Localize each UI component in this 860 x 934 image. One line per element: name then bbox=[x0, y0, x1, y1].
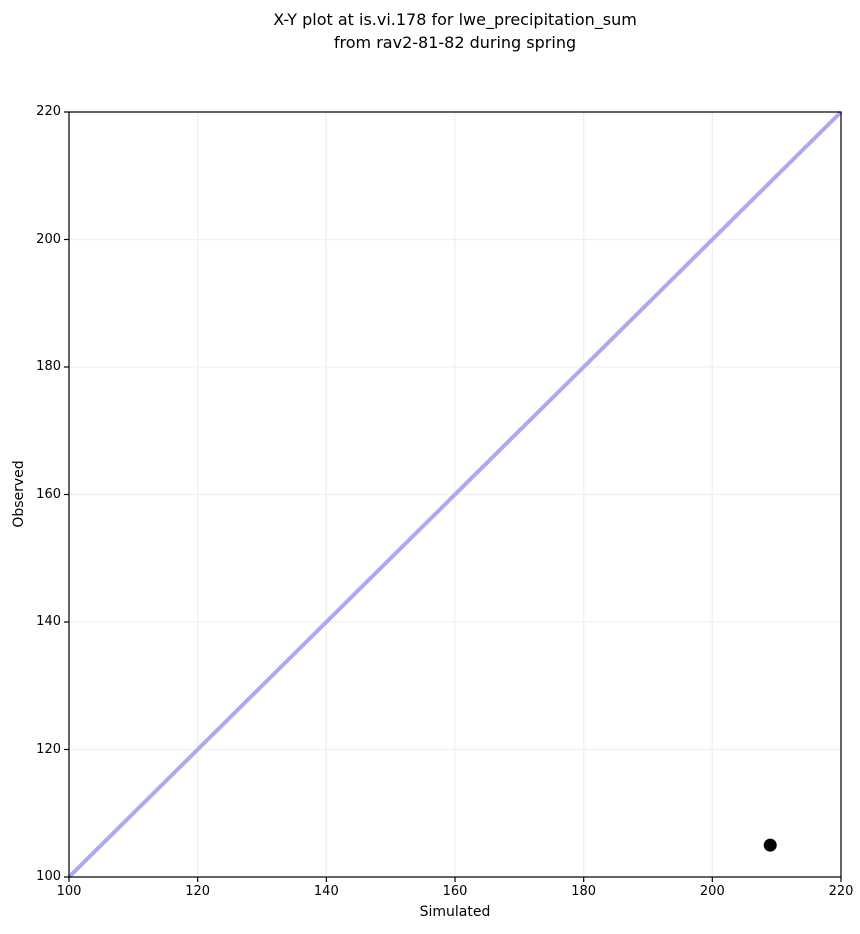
plot-title: X-Y plot at is.vi.178 for lwe_precipitat… bbox=[69, 8, 841, 54]
x-tick-label: 220 bbox=[828, 884, 854, 899]
x-tick-label: 160 bbox=[442, 884, 468, 899]
y-tick-label: 160 bbox=[36, 486, 61, 502]
x-tick-label: 120 bbox=[185, 884, 211, 899]
plot-border bbox=[68, 111, 842, 878]
y-tick-label: 140 bbox=[36, 614, 61, 629]
plot-title-line1: X-Y plot at is.vi.178 for lwe_precipitat… bbox=[273, 10, 637, 29]
y-axis-label: Observed bbox=[11, 460, 27, 528]
y-tick-label: 100 bbox=[36, 869, 61, 884]
x-tick-label: 200 bbox=[699, 884, 725, 899]
x-tick-label: 180 bbox=[571, 884, 597, 899]
y-tick-label: 120 bbox=[36, 741, 61, 757]
y-tick-label: 200 bbox=[36, 231, 61, 247]
y-tick-label: 180 bbox=[36, 359, 61, 374]
x-tick-label: 100 bbox=[56, 884, 82, 899]
y-tick-label: 220 bbox=[36, 104, 61, 119]
x-axis-label: Simulated bbox=[419, 904, 491, 920]
x-tick-label: 140 bbox=[313, 884, 339, 899]
data-point bbox=[763, 838, 777, 852]
identity-line bbox=[67, 110, 843, 879]
plot-title-line2: from rav2-81-82 during spring bbox=[333, 33, 577, 52]
